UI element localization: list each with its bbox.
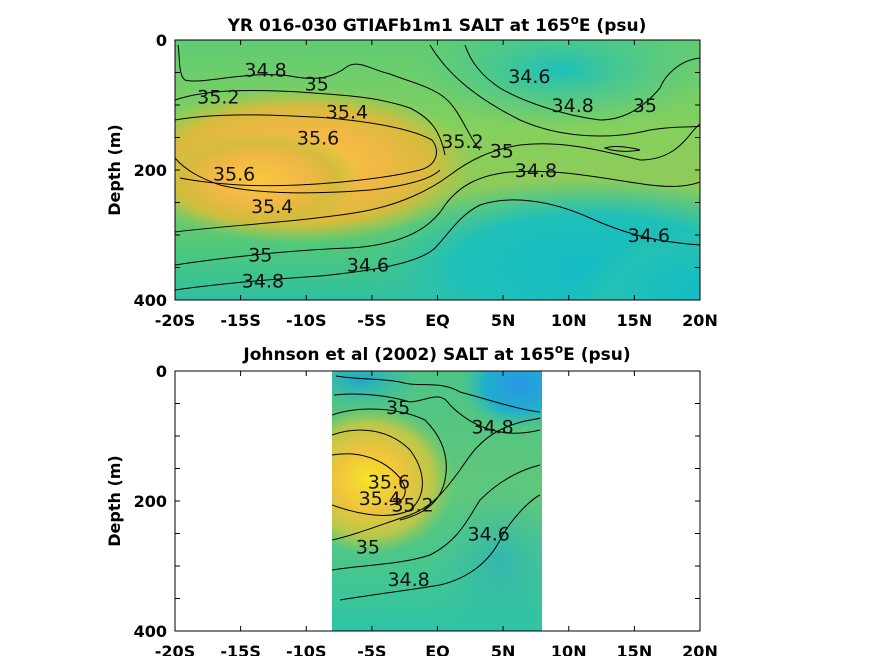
bottom-contour-label: 34.8 (471, 416, 513, 438)
top-contour-label: 35.6 (213, 163, 255, 185)
bottom-y-tick-label: 200 (134, 492, 167, 511)
top-x-tick-label: EQ (425, 311, 450, 330)
top-contour-label: 35.2 (197, 87, 239, 109)
top-contour-lines (175, 44, 700, 291)
bottom-x-tick-label: -15S (220, 642, 260, 656)
top-salinity-field (175, 40, 700, 300)
top-y-axis-label: Depth (m) (105, 124, 124, 216)
bottom-x-tick-label: -10S (286, 642, 326, 656)
bottom-y-tick-label: 0 (156, 362, 167, 381)
bottom-x-tick-label: EQ (425, 642, 450, 656)
top-x-tick-label: 10N (551, 311, 587, 330)
bottom-x-tick-label: 5N (491, 642, 516, 656)
bottom-contour-label: 35.4 (359, 488, 401, 510)
top-contour-label: 34.8 (244, 59, 286, 81)
top-x-tick-label: -20S (155, 311, 195, 330)
top-chart-title: YR 016-030 GTIAFb1m1 SALT at 165oE (psu) (227, 13, 647, 36)
top-contour-label: 34.8 (515, 160, 557, 182)
bottom-contour-label: 35.2 (391, 494, 433, 516)
bottom-contour-label: 34.6 (468, 524, 510, 546)
bottom-x-tick-label: 15N (617, 642, 653, 656)
top-contour-label: 35.6 (297, 128, 339, 150)
bottom-contour-label: 35.6 (368, 472, 410, 494)
top-y-tick-label: 0 (156, 31, 167, 50)
bottom-contour-label: 34.8 (387, 569, 429, 591)
bottom-x-tick-label: -20S (155, 642, 195, 656)
top-contour-label: 35.4 (326, 102, 368, 124)
top-y-tick-label: 400 (134, 291, 167, 310)
top-x-tick-label: 20N (682, 311, 718, 330)
top-x-tick-label: -15S (220, 311, 260, 330)
top-panel: YR 016-030 GTIAFb1m1 SALT at 165oE (psu) (105, 13, 718, 330)
top-contour-label: 34.6 (508, 66, 550, 88)
top-contour-label: 34.8 (552, 95, 594, 117)
bottom-ticks: -20S -15S -10S -5S EQ 5N 10N 15N 20N 0 200 400 (134, 362, 718, 656)
top-contour-label: 35.4 (251, 196, 293, 218)
top-y-tick-label: 200 (134, 161, 167, 180)
bottom-x-tick-label: 10N (551, 642, 587, 656)
top-contour-label: 35 (490, 141, 514, 163)
top-contour-label: 35 (305, 74, 329, 96)
bottom-x-tick-label: -5S (357, 642, 386, 656)
top-ticks: -20S -15S -10S -5S EQ 5N 10N 15N 20N 0 200 400 (134, 31, 718, 330)
bottom-contour-label: 35 (356, 537, 380, 559)
top-contour-label: 34.6 (628, 225, 670, 247)
bottom-panel: Johnson et al (2002) SALT at 165oE (psu)… (105, 342, 718, 656)
top-contour-label: 35 (633, 95, 657, 117)
bottom-salinity-field (332, 371, 542, 631)
top-x-tick-label: 15N (617, 311, 653, 330)
bottom-y-tick-label: 400 (134, 622, 167, 641)
top-x-tick-label: -5S (357, 311, 386, 330)
top-x-tick-label: 5N (491, 311, 516, 330)
top-x-tick-label: -10S (286, 311, 326, 330)
top-contour-label: 34.8 (242, 271, 284, 293)
bottom-contour-lines (332, 375, 541, 601)
bottom-y-axis-label: Depth (m) (105, 455, 124, 547)
bottom-contour-label: 35 (386, 397, 410, 419)
top-contour-label: 34.6 (347, 254, 389, 276)
bottom-contour-labels: 35 34.8 35.635.435.2 34.6 35 34.8 (356, 397, 514, 591)
bottom-chart-title: Johnson et al (2002) SALT at 165oE (psu) (242, 342, 630, 365)
top-contour-label: 35.2 (441, 131, 483, 153)
top-contour-label: 35 (248, 245, 272, 267)
bottom-x-tick-label: 20N (682, 642, 718, 656)
